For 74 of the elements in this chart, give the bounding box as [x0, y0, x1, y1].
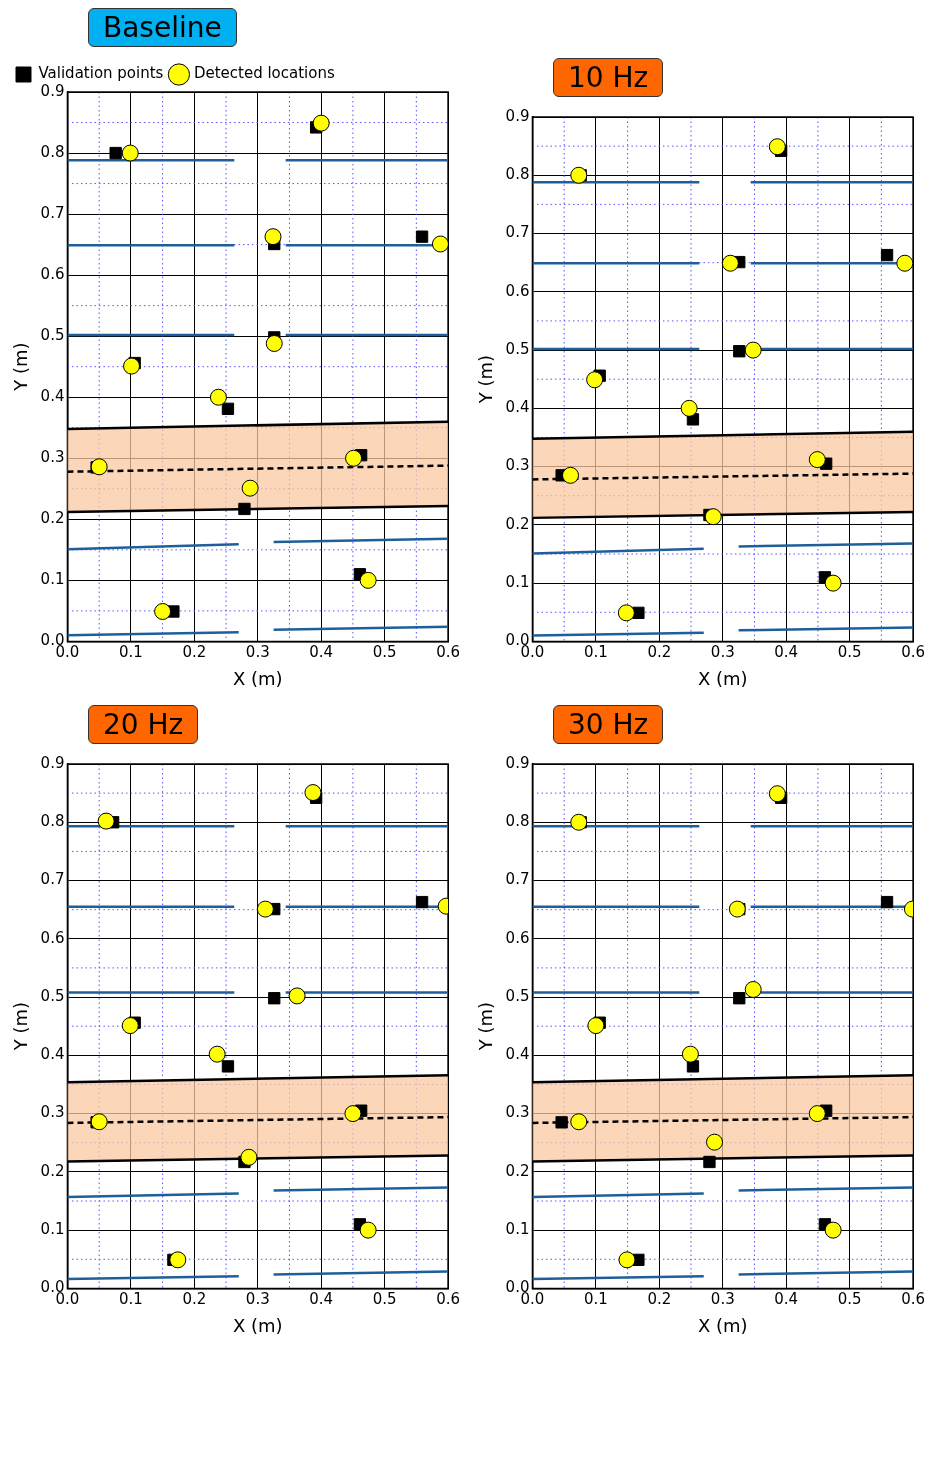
y-tick-label: 0.5	[40, 326, 65, 345]
y-tick-label: 0.3	[40, 1103, 65, 1122]
x-tick-label: 0.6	[901, 1290, 925, 1309]
x-tick-label: 0.1	[583, 643, 608, 662]
y-tick-label: 0.5	[505, 986, 530, 1005]
y-axis-title: Y (m)	[475, 1002, 497, 1052]
y-tick-label: 0.7	[40, 203, 65, 222]
x-axis-title: X (m)	[232, 667, 283, 689]
x-tick-label: 0.4	[309, 643, 334, 662]
y-tick-label: 0.1	[505, 573, 530, 592]
chart-title: Baseline	[88, 8, 237, 47]
legend-label: Validation points	[38, 64, 164, 83]
y-tick-label: 0.2	[505, 1161, 530, 1180]
y-tick-label: 0.8	[505, 812, 530, 831]
x-tick-label: 0.2	[182, 643, 207, 662]
y-axis-title: Y (m)	[10, 1002, 32, 1052]
x-tick-label: 0.6	[436, 643, 460, 662]
y-tick-label: 0.1	[505, 1220, 530, 1239]
y-tick-label: 0.7	[505, 223, 530, 242]
x-tick-label: 0.2	[647, 643, 672, 662]
y-tick-label: 0.8	[40, 142, 65, 161]
x-tick-label: 0.3	[245, 1290, 270, 1309]
y-tick-label: 0.9	[40, 753, 65, 772]
y-tick-label: 0.4	[505, 1045, 530, 1064]
x-tick-label: 0.6	[436, 1290, 460, 1309]
y-tick-label: 0.9	[505, 753, 530, 772]
y-tick-label: 0.4	[505, 398, 530, 417]
chart-title: 20 Hz	[88, 705, 199, 744]
y-axis-title: Y (m)	[10, 342, 32, 392]
x-axis-title: X (m)	[232, 1314, 283, 1336]
x-tick-label: 0.4	[309, 1290, 334, 1309]
x-axis-title: X (m)	[697, 667, 748, 689]
x-tick-label: 0.1	[118, 643, 143, 662]
x-tick-label: 0.1	[118, 1290, 143, 1309]
x-tick-label: 0.4	[774, 1290, 799, 1309]
x-tick-label: 0.1	[583, 1290, 608, 1309]
y-tick-label: 0.7	[505, 870, 530, 889]
y-tick-label: 0.5	[505, 339, 530, 358]
x-tick-label: 0.3	[710, 1290, 735, 1309]
y-tick-label: 0.1	[40, 1220, 65, 1239]
x-axis-title: X (m)	[697, 1314, 748, 1336]
y-tick-label: 0.3	[40, 448, 65, 467]
y-tick-label: 0.8	[505, 165, 530, 184]
x-tick-label: 0.4	[774, 643, 799, 662]
x-tick-label: 0.3	[710, 643, 735, 662]
y-tick-label: 0.3	[505, 456, 530, 475]
y-tick-label: 0.4	[40, 387, 65, 406]
y-tick-label: 0.4	[40, 1045, 65, 1064]
x-tick-label: 0.2	[647, 1290, 672, 1309]
y-tick-label: 0.9	[505, 106, 530, 125]
y-tick-label: 0.6	[40, 928, 65, 947]
y-tick-label: 0.6	[505, 281, 530, 300]
x-tick-label: 0.5	[372, 643, 397, 662]
y-axis-title: Y (m)	[475, 355, 497, 405]
x-tick-label: 0.5	[372, 1290, 397, 1309]
chart-title: 10 Hz	[553, 58, 664, 97]
x-tick-label: 0.2	[182, 1290, 207, 1309]
legend-label: Detected locations	[193, 64, 335, 83]
y-tick-label: 0.2	[40, 1161, 65, 1180]
x-tick-label: 0.5	[837, 643, 862, 662]
x-tick-label: 0.5	[837, 1290, 862, 1309]
y-tick-label: 0.5	[40, 986, 65, 1005]
y-tick-label: 0.7	[40, 870, 65, 889]
y-tick-label: 0.9	[40, 81, 65, 100]
x-tick-label: 0.3	[245, 643, 270, 662]
y-tick-label: 0.3	[505, 1103, 530, 1122]
y-tick-label: 0.2	[505, 514, 530, 533]
y-tick-label: 0.6	[40, 265, 65, 284]
y-tick-label: 0.6	[505, 928, 530, 947]
x-tick-label: 0.6	[901, 643, 925, 662]
y-tick-label: 0.8	[40, 812, 65, 831]
y-tick-label: 0.2	[40, 509, 65, 528]
y-tick-label: 0.1	[40, 570, 65, 589]
chart-title: 30 Hz	[553, 705, 664, 744]
